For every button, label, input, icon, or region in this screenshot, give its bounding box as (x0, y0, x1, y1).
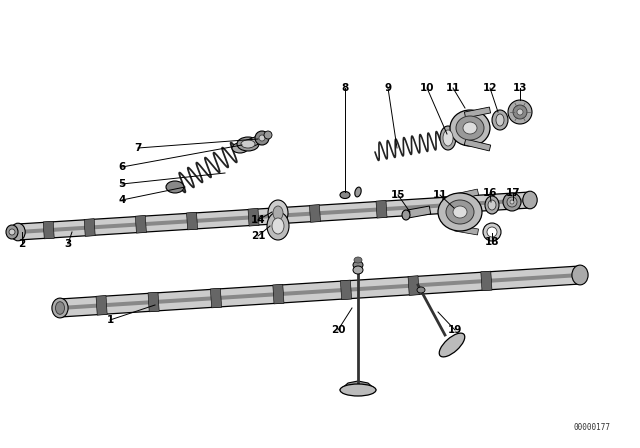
Text: 1: 1 (106, 315, 114, 325)
Ellipse shape (496, 114, 504, 126)
Ellipse shape (268, 200, 288, 226)
Ellipse shape (402, 210, 410, 220)
Text: 20: 20 (331, 325, 345, 335)
Ellipse shape (241, 140, 255, 148)
Ellipse shape (488, 200, 496, 210)
Polygon shape (96, 296, 107, 315)
Text: 8: 8 (341, 83, 349, 93)
Text: 00000177: 00000177 (573, 423, 610, 432)
Circle shape (517, 109, 523, 115)
Text: 16: 16 (483, 188, 497, 198)
Polygon shape (17, 192, 531, 240)
Ellipse shape (572, 265, 588, 285)
Ellipse shape (340, 191, 350, 198)
Ellipse shape (456, 116, 484, 140)
Ellipse shape (439, 333, 465, 357)
Circle shape (264, 131, 272, 139)
Circle shape (483, 223, 501, 241)
Polygon shape (340, 280, 351, 300)
Ellipse shape (438, 193, 482, 231)
Text: 11: 11 (445, 83, 460, 93)
Polygon shape (84, 219, 95, 236)
Text: 15: 15 (391, 190, 405, 200)
Polygon shape (60, 266, 580, 317)
Ellipse shape (6, 225, 18, 239)
Text: 18: 18 (484, 237, 499, 247)
Text: 12: 12 (483, 83, 497, 93)
Ellipse shape (417, 287, 425, 293)
Ellipse shape (492, 110, 508, 130)
Ellipse shape (354, 257, 362, 263)
Circle shape (487, 227, 497, 237)
Ellipse shape (450, 110, 490, 146)
Ellipse shape (273, 206, 283, 220)
Polygon shape (408, 276, 419, 295)
Ellipse shape (355, 187, 361, 197)
Polygon shape (376, 201, 387, 218)
Circle shape (513, 105, 527, 119)
Ellipse shape (453, 206, 467, 218)
Ellipse shape (463, 122, 477, 134)
Polygon shape (43, 221, 54, 239)
Ellipse shape (443, 130, 453, 146)
Polygon shape (465, 107, 491, 118)
Ellipse shape (11, 223, 25, 241)
Text: 2: 2 (19, 239, 26, 249)
Polygon shape (454, 225, 479, 235)
Ellipse shape (353, 261, 363, 269)
Circle shape (507, 197, 517, 207)
Polygon shape (60, 273, 580, 310)
Polygon shape (246, 136, 259, 148)
Circle shape (508, 100, 532, 124)
Text: 10: 10 (420, 83, 435, 93)
Circle shape (503, 193, 521, 211)
Text: 17: 17 (506, 188, 520, 198)
Circle shape (510, 200, 514, 204)
Polygon shape (211, 289, 221, 308)
Text: 4: 4 (118, 195, 125, 205)
Ellipse shape (440, 126, 456, 150)
Text: 11: 11 (433, 190, 447, 200)
Polygon shape (18, 198, 530, 234)
Ellipse shape (166, 181, 184, 193)
Polygon shape (407, 206, 431, 218)
Circle shape (259, 135, 265, 141)
Text: 14: 14 (251, 215, 266, 225)
Ellipse shape (523, 191, 537, 209)
Ellipse shape (353, 266, 363, 274)
Polygon shape (340, 381, 376, 390)
Polygon shape (481, 271, 492, 291)
Circle shape (9, 229, 15, 235)
Polygon shape (454, 189, 479, 200)
Ellipse shape (446, 200, 474, 224)
Ellipse shape (237, 137, 259, 151)
Ellipse shape (272, 218, 284, 234)
Polygon shape (148, 292, 159, 312)
Circle shape (255, 131, 269, 145)
Polygon shape (464, 139, 491, 151)
Ellipse shape (267, 212, 289, 240)
Text: 13: 13 (513, 83, 527, 93)
Ellipse shape (485, 196, 499, 214)
Ellipse shape (340, 384, 376, 396)
Ellipse shape (56, 302, 65, 314)
Text: 9: 9 (385, 83, 392, 93)
Polygon shape (248, 208, 259, 226)
Text: 6: 6 (118, 162, 125, 172)
Text: 7: 7 (134, 143, 141, 153)
Polygon shape (309, 205, 321, 222)
Polygon shape (442, 196, 454, 214)
Ellipse shape (232, 143, 248, 153)
Polygon shape (135, 215, 147, 233)
Text: 3: 3 (65, 239, 72, 249)
Text: 5: 5 (118, 179, 125, 189)
Polygon shape (186, 212, 198, 230)
Polygon shape (273, 284, 284, 304)
Text: 21: 21 (251, 231, 265, 241)
Text: 19: 19 (448, 325, 462, 335)
Ellipse shape (52, 298, 68, 318)
